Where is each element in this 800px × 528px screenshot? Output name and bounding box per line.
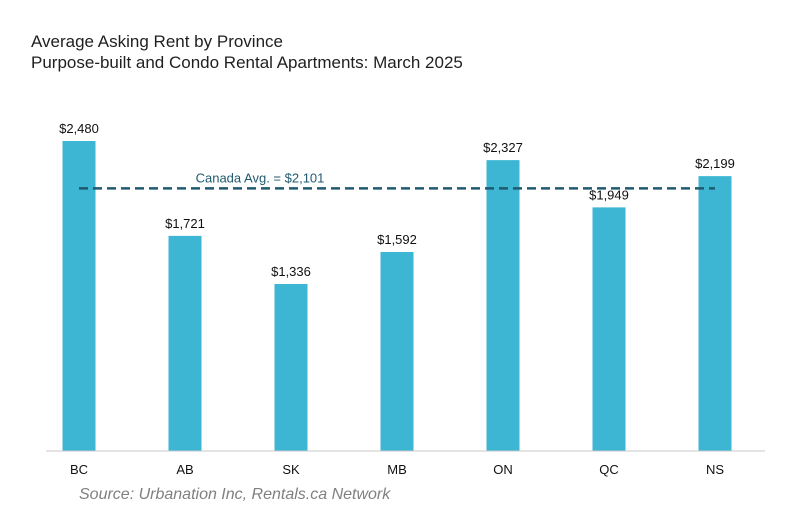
bar-ns bbox=[698, 176, 732, 451]
data-label-mb: $1,592 bbox=[377, 232, 417, 247]
x-tick-label-on: ON bbox=[493, 462, 513, 477]
x-tick-label-mb: MB bbox=[387, 462, 407, 477]
bar-sk bbox=[274, 284, 308, 451]
data-label-ns: $2,199 bbox=[695, 156, 735, 171]
bar-ab bbox=[168, 235, 202, 451]
x-tick-label-ab: AB bbox=[176, 462, 193, 477]
source-note: Source: Urbanation Inc, Rentals.ca Netwo… bbox=[79, 486, 391, 503]
bar-mb bbox=[380, 252, 414, 451]
bar-bc bbox=[62, 141, 96, 451]
chart-title: Average Asking Rent by Province bbox=[31, 32, 283, 51]
data-label-sk: $1,336 bbox=[271, 264, 311, 279]
data-label-ab: $1,721 bbox=[165, 216, 205, 231]
x-tick-label-sk: SK bbox=[282, 462, 300, 477]
x-tick-label-ns: NS bbox=[706, 462, 724, 477]
canada-average-label: Canada Avg. = $2,101 bbox=[196, 170, 325, 185]
x-tick-label-bc: BC bbox=[70, 462, 88, 477]
data-label-on: $2,327 bbox=[483, 140, 523, 155]
data-label-bc: $2,480 bbox=[59, 121, 99, 136]
bar-qc bbox=[592, 207, 626, 451]
bar-on bbox=[486, 160, 520, 451]
data-label-qc: $1,949 bbox=[589, 187, 629, 202]
x-tick-label-qc: QC bbox=[599, 462, 619, 477]
chart-subtitle: Purpose-built and Condo Rental Apartment… bbox=[31, 53, 463, 72]
